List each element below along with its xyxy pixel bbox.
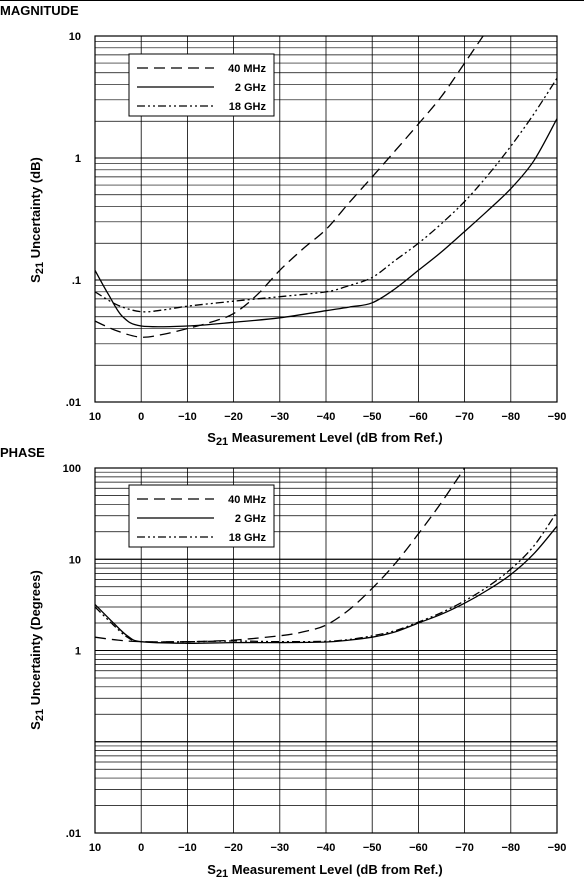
phase-x-tick-label: −70 <box>455 842 474 854</box>
magnitude-series-line-18-ghz <box>95 77 557 313</box>
magnitude-x-tick-label: −40 <box>317 411 336 423</box>
magnitude-x-tick-label: −20 <box>224 411 243 423</box>
magnitude-legend: 40 MHz 2 GHz 18 GHz <box>128 53 275 117</box>
phase-chart: PHASE 10 0 −10 −20 −30 −40 −50 −60 −70 −80 −90 .01… <box>0 445 566 879</box>
phase-y-axis-label: S21 Uncertainty (Degrees) <box>28 570 46 730</box>
magnitude-x-tick-label: −80 <box>501 411 520 423</box>
phase-y-tick-label: 1 <box>75 646 81 658</box>
magnitude-y-tick-label: .01 <box>66 397 81 409</box>
magnitude-x-tick-label: −90 <box>548 411 567 423</box>
phase-series-line-2-ghz <box>95 525 557 644</box>
magnitude-chart-title: MAGNITUDE <box>0 3 79 18</box>
magnitude-legend-label: 2 GHz <box>235 82 267 94</box>
magnitude-x-tick-label: −60 <box>409 411 428 423</box>
magnitude-series-layer <box>95 36 557 338</box>
magnitude-legend-label: 18 GHz <box>229 101 267 113</box>
magnitude-series-line-40-mhz <box>95 36 484 338</box>
magnitude-x-tick-label: 0 <box>138 411 144 423</box>
phase-legend-label: 18 GHz <box>229 532 267 544</box>
phase-x-tick-label: −50 <box>363 842 382 854</box>
phase-x-tick-label: −10 <box>178 842 197 854</box>
phase-x-tick-label: −90 <box>548 842 567 854</box>
magnitude-y-ticks: .01 .1 1 10 <box>66 31 81 409</box>
phase-y-tick-label: 10 <box>69 554 81 566</box>
magnitude-series-line-2-ghz <box>95 118 557 328</box>
magnitude-chart: MAGNITUDE 10 0 −10 −20 −30 −40 −50 −60 −70 −80 −90… <box>0 3 566 448</box>
phase-x-tick-label: −20 <box>224 842 243 854</box>
phase-chart-title: PHASE <box>0 445 45 460</box>
phase-x-tick-label: −40 <box>317 842 336 854</box>
phase-y-tick-label: .01 <box>66 828 81 840</box>
magnitude-y-axis-label: S21 Uncertainty (dB) <box>28 157 46 283</box>
phase-series-line-18-ghz <box>95 511 557 643</box>
magnitude-y-tick-label: 10 <box>69 31 81 43</box>
phase-y-tick-label: 100 <box>63 463 81 475</box>
magnitude-x-tick-label: −10 <box>178 411 197 423</box>
phase-plot-frame <box>94 467 558 834</box>
magnitude-x-tick-label: −30 <box>270 411 289 423</box>
phase-x-ticks: 10 0 −10 −20 −30 −40 −50 −60 −70 −80 −90 <box>89 842 566 854</box>
magnitude-plot-frame <box>94 35 558 403</box>
phase-x-tick-label: −30 <box>270 842 289 854</box>
phase-series-layer <box>95 468 557 644</box>
magnitude-y-tick-label: 1 <box>75 153 81 165</box>
phase-x-tick-label: −80 <box>501 842 520 854</box>
magnitude-x-ticks: 10 0 −10 −20 −30 −40 −50 −60 −70 −80 −90 <box>89 411 566 423</box>
phase-y-ticks: .01 1 10 100 <box>63 463 81 840</box>
phase-legend-label: 2 GHz <box>235 513 267 525</box>
phase-legend-label: 40 MHz <box>228 494 266 506</box>
phase-series-line-40-mhz <box>95 468 466 643</box>
phase-x-axis-label: S21 Measurement Level (dB from Ref.) <box>207 862 442 879</box>
phase-x-tick-label: 10 <box>89 842 101 854</box>
phase-legend: 40 MHz 2 GHz 18 GHz <box>128 484 275 548</box>
phase-x-tick-label: −60 <box>409 842 428 854</box>
phase-x-tick-label: 0 <box>138 842 144 854</box>
magnitude-x-tick-label: −50 <box>363 411 382 423</box>
magnitude-legend-label: 40 MHz <box>228 63 266 75</box>
magnitude-y-tick-label: .1 <box>72 275 81 287</box>
magnitude-x-tick-label: −70 <box>455 411 474 423</box>
magnitude-x-axis-label: S21 Measurement Level (dB from Ref.) <box>207 430 442 448</box>
magnitude-x-tick-label: 10 <box>89 411 101 423</box>
